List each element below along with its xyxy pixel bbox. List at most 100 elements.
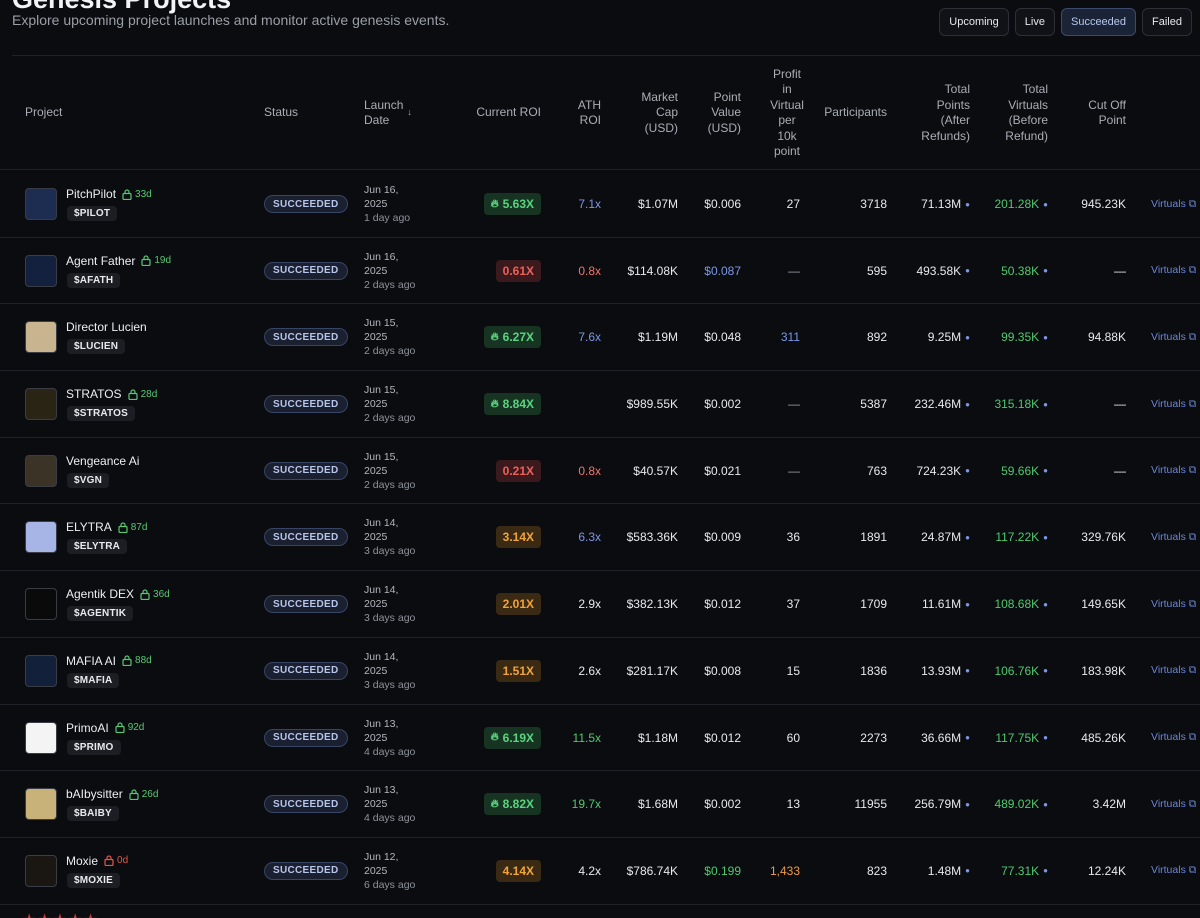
table-row[interactable]: PrimoAI 92d $PRIMO SUCCEEDED Jun 13, 2025… — [0, 705, 1200, 772]
market-cap: $989.55K — [626, 397, 678, 412]
project-name[interactable]: Director Lucien — [66, 320, 147, 335]
launch-date: Jun 12, 2025 6 days ago — [364, 850, 416, 891]
project-name[interactable]: Moxie — [66, 853, 99, 868]
virtuals-link[interactable]: Virtuals ⧉ — [1151, 264, 1197, 277]
table-row[interactable]: MAFIA AI 88d $MAFIA SUCCEEDED Jun 14, 202… — [0, 638, 1200, 705]
page-title: Genesis Projects — [12, 0, 231, 15]
col-total-virtuals[interactable]: Total Virtuals (Before Refund) — [1005, 82, 1048, 143]
col-profit[interactable]: Profit in Virtual per 10k point — [770, 66, 804, 159]
virtuals-link[interactable]: Virtuals ⧉ — [1151, 464, 1197, 477]
market-cap: $786.74K — [626, 863, 678, 878]
total-points: 36.66M ● — [921, 730, 970, 745]
info-dot-icon[interactable]: ● — [1043, 866, 1048, 876]
info-dot-icon[interactable]: ● — [1043, 532, 1048, 542]
virtuals-link[interactable]: Virtuals ⧉ — [1151, 597, 1197, 610]
info-dot-icon[interactable]: ● — [965, 199, 970, 209]
info-dot-icon[interactable]: ● — [965, 799, 970, 809]
project-avatar — [25, 721, 57, 754]
info-dot-icon[interactable]: ● — [1043, 199, 1048, 209]
col-market-cap[interactable]: Market Cap (USD) — [641, 89, 678, 135]
info-dot-icon[interactable]: ● — [965, 399, 970, 409]
total-points: 256.79M ● — [914, 797, 970, 812]
col-cutoff[interactable]: Cut Off Point — [1088, 97, 1126, 128]
lock-duration: 36d — [140, 589, 170, 600]
table-row[interactable]: ELYTRA 87d $ELYTRA SUCCEEDED Jun 14, 2025… — [0, 504, 1200, 572]
project-name[interactable]: PitchPilot — [66, 187, 117, 201]
filter-succeeded-button[interactable]: Succeeded — [1060, 8, 1137, 36]
col-current-roi[interactable]: Current ROI — [476, 105, 541, 120]
filter-live-button[interactable]: Live — [1014, 8, 1055, 36]
project-name[interactable]: Vengeance Ai — [66, 453, 140, 468]
project-name[interactable]: ELYTRA — [66, 520, 112, 535]
virtuals-link[interactable]: Virtuals ⧉ — [1151, 197, 1197, 210]
virtuals-link[interactable]: Virtuals ⧉ — [1151, 864, 1197, 877]
project-name[interactable]: Agentik DEX — [66, 587, 135, 602]
virtuals-link[interactable]: Virtuals ⧉ — [1151, 731, 1197, 743]
project-name[interactable]: bAIbysitter — [66, 787, 123, 802]
market-cap: $40.57K — [633, 463, 678, 478]
flame-icon: 🔥︎ — [490, 397, 499, 410]
info-dot-icon[interactable]: ● — [1043, 666, 1048, 676]
info-dot-icon[interactable]: ● — [965, 733, 970, 742]
lock-duration: 87d — [118, 522, 147, 533]
info-dot-icon[interactable]: ● — [965, 466, 970, 476]
total-points: 9.25M ● — [927, 330, 970, 345]
col-status[interactable]: Status — [264, 105, 299, 120]
project-avatar — [25, 188, 57, 220]
table-row[interactable]: Moxie 0d $MOXIE SUCCEEDED Jun 12, 2025 6 … — [0, 838, 1200, 905]
total-virtuals: 315.18K ● — [994, 397, 1048, 412]
col-launch-date[interactable]: Launch Date ↓ — [364, 97, 412, 128]
info-dot-icon[interactable]: ● — [965, 666, 970, 676]
info-dot-icon[interactable]: ● — [1043, 266, 1048, 276]
market-cap: $1.68M — [637, 797, 678, 812]
col-total-points[interactable]: Total Points (After Refunds) — [921, 82, 970, 143]
virtuals-link[interactable]: Virtuals ⧉ — [1151, 397, 1197, 410]
info-dot-icon[interactable]: ● — [965, 266, 970, 276]
info-dot-icon[interactable]: ● — [965, 532, 970, 542]
info-dot-icon[interactable]: ● — [965, 332, 970, 342]
profit-per-10k: 36 — [786, 530, 800, 545]
ath-roi: 6.3x — [578, 530, 601, 545]
lock-icon — [118, 522, 128, 533]
table-row[interactable]: Agentik DEX 36d $AGENTIK SUCCEEDED Jun 14… — [0, 571, 1200, 638]
table-row[interactable]: Director Lucien $LUCIEN SUCCEEDED Jun 15… — [0, 304, 1200, 372]
total-virtuals: 59.66K ● — [1001, 463, 1048, 478]
project-name[interactable]: PrimoAI — [66, 720, 109, 735]
info-dot-icon[interactable]: ● — [1043, 733, 1048, 742]
info-dot-icon[interactable]: ● — [1043, 799, 1048, 809]
flame-icon: 🔥︎ — [490, 330, 499, 343]
project-name[interactable]: Agent Father — [66, 253, 136, 268]
virtuals-link[interactable]: Virtuals ⧉ — [1151, 530, 1197, 543]
ath-roi: 0.8x — [578, 463, 601, 478]
project-name[interactable]: MAFIA AI — [66, 653, 117, 668]
info-dot-icon[interactable]: ● — [965, 599, 970, 609]
status-badge: SUCCEEDED — [264, 795, 348, 814]
info-dot-icon[interactable]: ● — [1043, 332, 1048, 342]
point-value: $0.008 — [704, 663, 741, 678]
profit-per-10k: 1,433 — [769, 863, 800, 878]
current-roi-badge: 🔥︎ 6.27X — [483, 326, 541, 349]
virtuals-link[interactable]: Virtuals ⧉ — [1151, 330, 1197, 343]
col-point-value[interactable]: Point Value (USD) — [707, 89, 741, 135]
project-name[interactable]: STRATOS — [66, 387, 122, 402]
col-project[interactable]: Project — [25, 105, 63, 120]
virtuals-link[interactable]: Virtuals ⧉ — [1151, 664, 1197, 677]
current-roi-badge: 0.21X — [495, 459, 541, 482]
project-name-line: STRATOS 28d — [66, 387, 157, 401]
table-row[interactable]: PitchPilot 33d $PILOT SUCCEEDED Jun 16, 2… — [0, 171, 1200, 238]
info-dot-icon[interactable]: ● — [1043, 466, 1048, 476]
table-row[interactable]: Vengeance Ai $VGN SUCCEEDED Jun 15, 2025… — [0, 438, 1200, 505]
profit-per-10k: 60 — [786, 730, 800, 745]
table-row[interactable]: STRATOS 28d $STRATOS SUCCEEDED Jun 15, 20… — [0, 371, 1200, 438]
col-ath-roi[interactable]: ATH ROI — [577, 97, 601, 128]
table-row[interactable]: bAIbysitter 26d $BAIBY SUCCEEDED Jun 13, … — [0, 771, 1200, 838]
filter-failed-button[interactable]: Failed — [1142, 8, 1192, 36]
virtuals-link[interactable]: Virtuals ⧉ — [1151, 797, 1197, 810]
point-value: $0.199 — [704, 863, 741, 878]
filter-upcoming-button[interactable]: Upcoming — [939, 8, 1009, 36]
info-dot-icon[interactable]: ● — [965, 866, 970, 876]
col-participants[interactable]: Participants — [824, 105, 887, 120]
info-dot-icon[interactable]: ● — [1043, 399, 1048, 409]
info-dot-icon[interactable]: ● — [1043, 599, 1048, 609]
table-row[interactable]: Agent Father 19d $AFATH SUCCEEDED Jun 16,… — [0, 238, 1200, 305]
